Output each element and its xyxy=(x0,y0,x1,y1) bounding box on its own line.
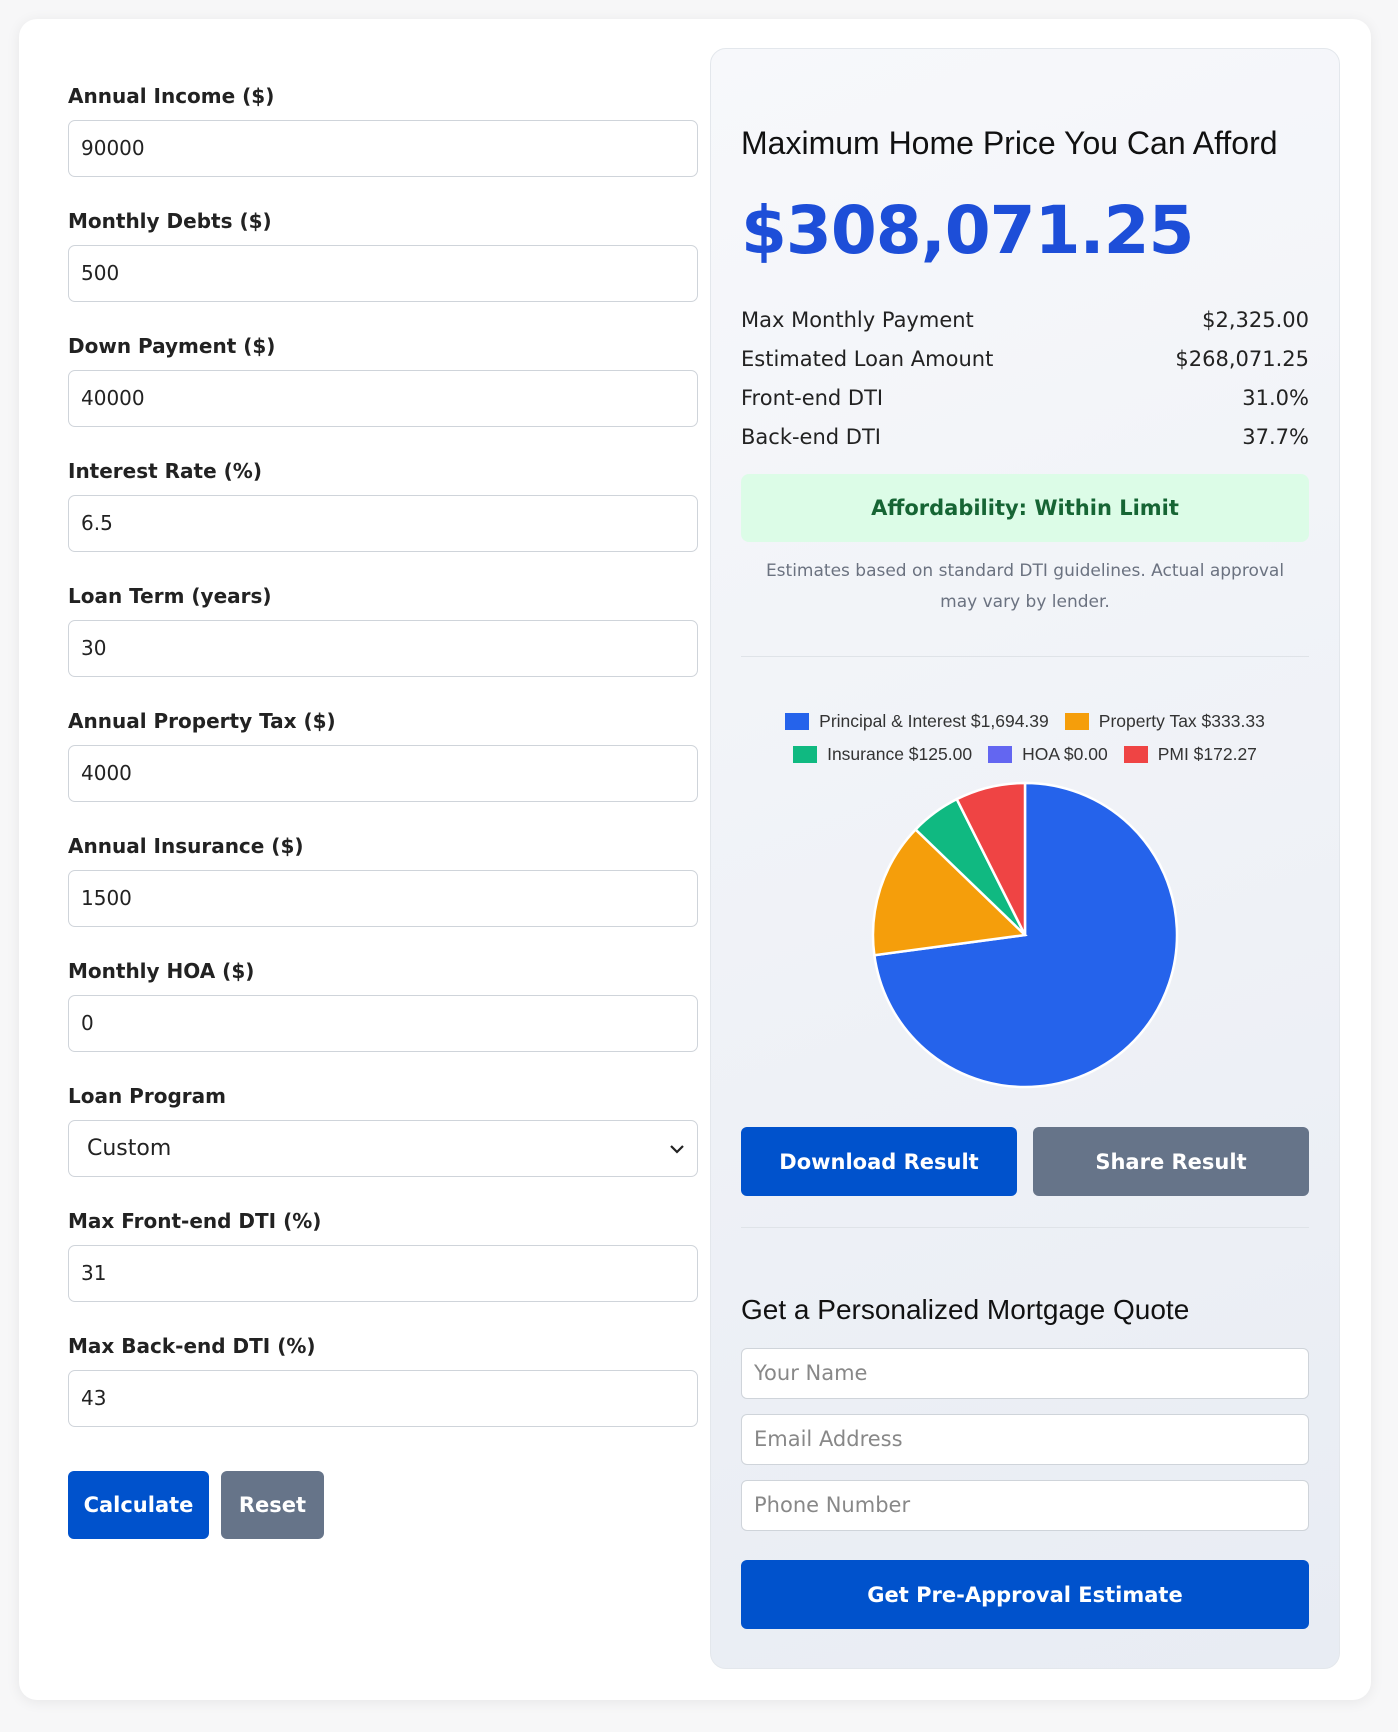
affordability-status: Affordability: Within Limit xyxy=(741,474,1309,542)
annual-income-field: Annual Income ($) 90000 xyxy=(68,81,698,206)
share-result-button[interactable]: Share Result xyxy=(1033,1127,1309,1196)
download-result-button[interactable]: Download Result xyxy=(741,1127,1017,1196)
name-input[interactable]: Your Name xyxy=(741,1348,1309,1399)
hoa-field: Monthly HOA ($) 0 xyxy=(68,956,698,1081)
result-row: Back-end DTI 37.7% xyxy=(741,418,1309,457)
quote-title: Get a Personalized Mortgage Quote xyxy=(741,1294,1190,1325)
field-label: Loan Program xyxy=(68,1084,226,1108)
payment-pie-chart xyxy=(871,781,1179,1089)
legend-swatch xyxy=(988,746,1013,763)
legend-item[interactable]: Principal & Interest $1,694.39 xyxy=(785,711,1049,732)
down-payment-field: Down Payment ($) 40000 xyxy=(68,331,698,456)
input-form: Annual Income ($) 90000 Monthly Debts ($)… xyxy=(68,81,698,1539)
result-row: Estimated Loan Amount $268,071.25 xyxy=(741,340,1309,379)
row-value: 31.0% xyxy=(1242,386,1309,410)
row-value: $268,071.25 xyxy=(1175,347,1309,371)
annual-income-input[interactable]: 90000 xyxy=(68,120,698,177)
max-home-price: $308,071.25 xyxy=(741,192,1194,269)
hoa-input[interactable]: 0 xyxy=(68,995,698,1052)
legend-item[interactable]: HOA $0.00 xyxy=(988,744,1108,765)
field-label: Annual Income ($) xyxy=(68,84,275,108)
property-tax-input[interactable]: 4000 xyxy=(68,745,698,802)
front-dti-field: Max Front-end DTI (%) 31 xyxy=(68,1206,698,1331)
selected-option: Custom xyxy=(87,1136,172,1161)
legend-label: Principal & Interest $1,694.39 xyxy=(819,711,1049,731)
result-title: Maximum Home Price You Can Afford xyxy=(741,125,1278,161)
pie-slice[interactable] xyxy=(955,781,1027,936)
back-dti-field: Max Back-end DTI (%) 43 xyxy=(68,1331,698,1456)
legend-swatch xyxy=(1064,713,1089,730)
legend-item[interactable]: PMI $172.27 xyxy=(1123,744,1257,765)
legend-label: Insurance $125.00 xyxy=(827,744,973,764)
loan-program-select[interactable]: Custom xyxy=(68,1120,698,1177)
field-label: Annual Insurance ($) xyxy=(68,834,304,858)
email-input[interactable]: Email Address xyxy=(741,1414,1309,1465)
row-value: 37.7% xyxy=(1242,425,1309,449)
down-payment-input[interactable]: 40000 xyxy=(68,370,698,427)
legend-label: HOA $0.00 xyxy=(1022,744,1108,764)
loan-program-field: Loan Program Custom xyxy=(68,1081,698,1206)
results-panel: Maximum Home Price You Can Afford $308,0… xyxy=(710,48,1340,1669)
property-tax-field: Annual Property Tax ($) 4000 xyxy=(68,706,698,831)
result-row: Max Monthly Payment $2,325.00 xyxy=(741,301,1309,340)
row-label: Max Monthly Payment xyxy=(741,308,974,332)
row-label: Front-end DTI xyxy=(741,386,884,410)
pie-slice[interactable] xyxy=(871,827,1028,957)
field-label: Loan Term (years) xyxy=(68,584,272,608)
row-label: Estimated Loan Amount xyxy=(741,347,994,371)
legend-label: Property Tax $333.33 xyxy=(1098,711,1265,731)
insurance-input[interactable]: 1500 xyxy=(68,870,698,927)
chevron-down-icon xyxy=(670,1144,684,1154)
reset-button[interactable]: Reset xyxy=(221,1471,324,1539)
field-label: Max Front-end DTI (%) xyxy=(68,1209,322,1233)
front-dti-input[interactable]: 31 xyxy=(68,1245,698,1302)
legend-item[interactable]: Insurance $125.00 xyxy=(793,744,972,765)
divider xyxy=(741,1227,1309,1228)
calculate-button[interactable]: Calculate xyxy=(68,1471,209,1539)
legend-swatch xyxy=(793,746,818,763)
legend-swatch xyxy=(785,713,810,730)
field-label: Annual Property Tax ($) xyxy=(68,709,336,733)
result-row: Front-end DTI 31.0% xyxy=(741,379,1309,418)
chart-legend: Principal & Interest $1,694.39 Property … xyxy=(741,705,1309,771)
monthly-debts-field: Monthly Debts ($) 500 xyxy=(68,206,698,331)
legend-label: PMI $172.27 xyxy=(1157,744,1257,764)
divider xyxy=(741,656,1309,657)
insurance-field: Annual Insurance ($) 1500 xyxy=(68,831,698,956)
interest-rate-input[interactable]: 6.5 xyxy=(68,495,698,552)
legend-swatch xyxy=(1123,746,1148,763)
row-label: Back-end DTI xyxy=(741,425,881,449)
field-label: Down Payment ($) xyxy=(68,334,276,358)
field-label: Monthly HOA ($) xyxy=(68,959,255,983)
disclaimer-note: Estimates based on standard DTI guidelin… xyxy=(765,561,1285,612)
back-dti-input[interactable]: 43 xyxy=(68,1370,698,1427)
legend-item[interactable]: Property Tax $333.33 xyxy=(1064,711,1265,732)
field-label: Monthly Debts ($) xyxy=(68,209,272,233)
phone-input[interactable]: Phone Number xyxy=(741,1480,1309,1531)
monthly-debts-input[interactable]: 500 xyxy=(68,245,698,302)
loan-term-field: Loan Term (years) 30 xyxy=(68,581,698,706)
field-label: Interest Rate (%) xyxy=(68,459,262,483)
pre-approval-button[interactable]: Get Pre-Approval Estimate xyxy=(741,1560,1309,1629)
row-value: $2,325.00 xyxy=(1202,308,1309,332)
loan-term-input[interactable]: 30 xyxy=(68,620,698,677)
field-label: Max Back-end DTI (%) xyxy=(68,1334,316,1358)
interest-rate-field: Interest Rate (%) 6.5 xyxy=(68,456,698,581)
